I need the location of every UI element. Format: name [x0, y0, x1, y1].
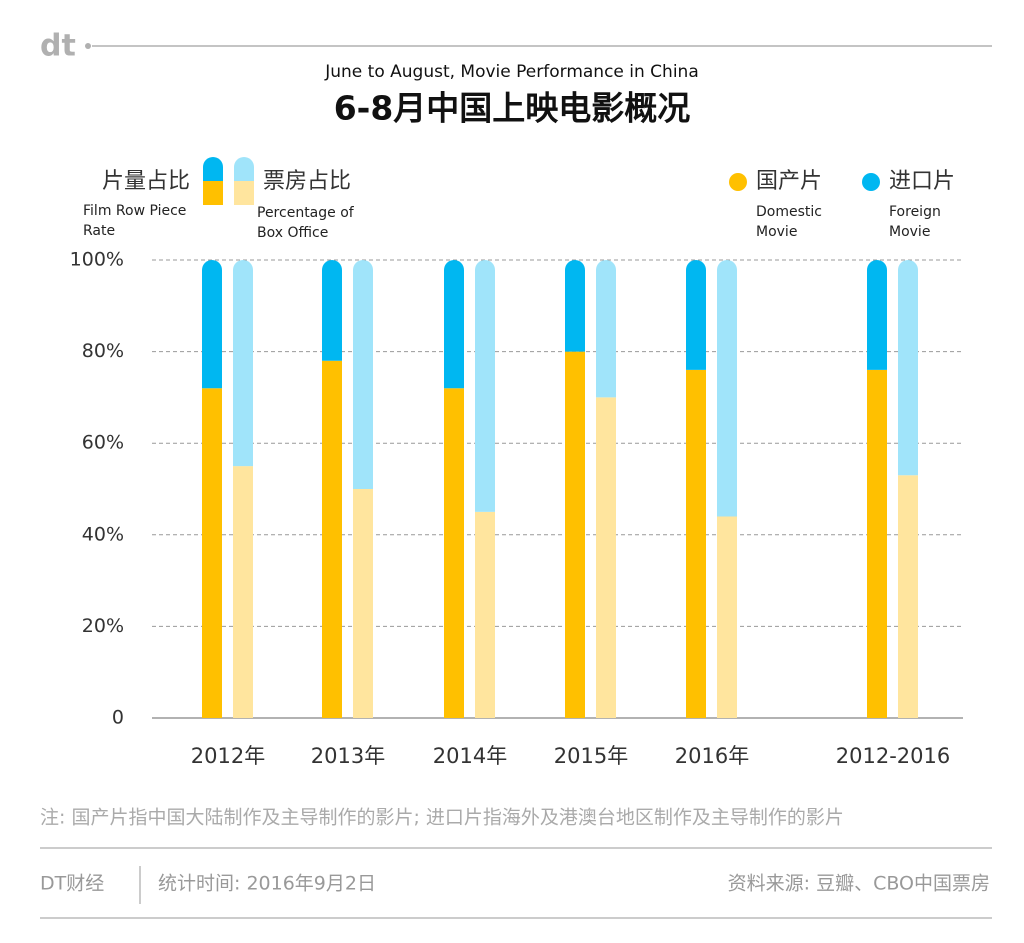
- x-tick-label: 2015年: [554, 744, 628, 768]
- bar: [867, 260, 887, 370]
- legend-label: 进口片: [889, 169, 955, 194]
- legend-sublabel: Foreign Movie: [889, 204, 941, 240]
- legend-label: 票房占比: [263, 169, 351, 194]
- bar: [444, 260, 464, 389]
- y-tick-label: 20%: [82, 615, 124, 637]
- legend-swatch: [234, 157, 254, 181]
- x-tick-label: 2012年: [191, 744, 265, 768]
- logo-dot: [85, 43, 91, 49]
- y-tick-label: 80%: [82, 340, 124, 362]
- bar: [898, 260, 918, 476]
- legend-swatch: [234, 181, 254, 205]
- bar: [717, 260, 737, 517]
- bar: [444, 388, 464, 718]
- legend-label: 片量占比: [102, 169, 190, 194]
- bar: [322, 360, 342, 718]
- y-tick-label: 0: [112, 707, 124, 729]
- bar: [867, 369, 887, 718]
- x-tick-label: 2014年: [433, 744, 507, 768]
- bar: [233, 260, 253, 467]
- bar: [596, 397, 616, 718]
- bar: [475, 260, 495, 512]
- subtitle: June to August, Movie Performance in Chi…: [324, 62, 699, 82]
- x-tick-label: 2013年: [311, 744, 385, 768]
- bar: [322, 260, 342, 361]
- bar: [565, 351, 585, 718]
- footer-source: 资料来源: 豆瓣、CBO中国票房: [728, 873, 990, 895]
- legend-dot: [729, 173, 747, 191]
- bar: [475, 511, 495, 718]
- bar: [202, 388, 222, 718]
- bar: [596, 260, 616, 398]
- bar: [717, 516, 737, 718]
- legend-sublabel: Film Row Piece Rate: [83, 203, 187, 239]
- y-tick-label: 40%: [82, 523, 124, 545]
- legend-sublabel: Percentage of Box Office: [257, 205, 354, 241]
- bar: [898, 475, 918, 718]
- bar: [233, 466, 253, 718]
- legend-dot: [862, 173, 880, 191]
- chart-title: 6-8月中国上映电影概况: [334, 89, 691, 128]
- footer-brand: DT财经: [40, 873, 104, 895]
- bar: [353, 489, 373, 718]
- y-tick-label: 100%: [70, 249, 124, 271]
- bar: [353, 260, 373, 489]
- x-tick-label: 2016年: [675, 744, 749, 768]
- footer-date: 统计时间: 2016年9月2日: [158, 873, 376, 895]
- bar: [686, 369, 706, 718]
- logo: dt: [40, 29, 76, 64]
- y-tick-label: 60%: [82, 432, 124, 454]
- legend-swatch: [203, 181, 223, 205]
- bar: [202, 260, 222, 389]
- bar: [686, 260, 706, 370]
- bar: [565, 260, 585, 352]
- legend-swatch: [203, 157, 223, 181]
- x-tick-label: 2012-2016: [836, 744, 950, 768]
- note: 注: 国产片指中国大陆制作及主导制作的影片; 进口片指海外及港澳台地区制作及主导…: [40, 807, 844, 829]
- legend-label: 国产片: [756, 169, 822, 194]
- legend-sublabel: Domestic Movie: [756, 204, 822, 240]
